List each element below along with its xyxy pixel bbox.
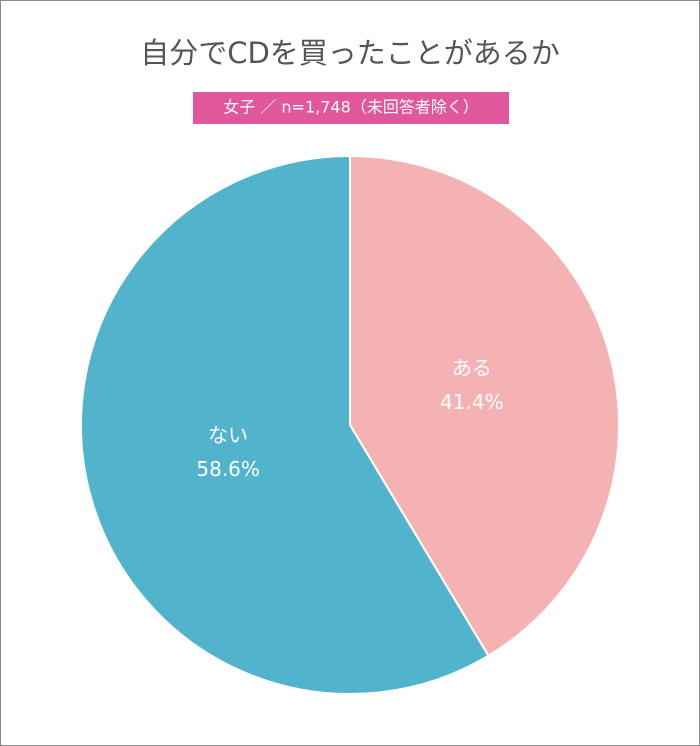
slice-value-label: 41.4% [440,390,504,414]
slice-value-label: 58.6% [196,457,260,481]
slice-category-label: ある [452,356,492,380]
pie-slice [80,154,490,695]
subtitle: 女子 ／ n=1,748（未回答者除く） [223,98,479,117]
subtitle-badge [193,92,509,124]
pie [80,154,620,695]
chart-title: 自分でCDを買ったことがあるか [140,36,560,70]
pie-slice [349,154,620,658]
slice-category-label: ない [208,423,248,447]
